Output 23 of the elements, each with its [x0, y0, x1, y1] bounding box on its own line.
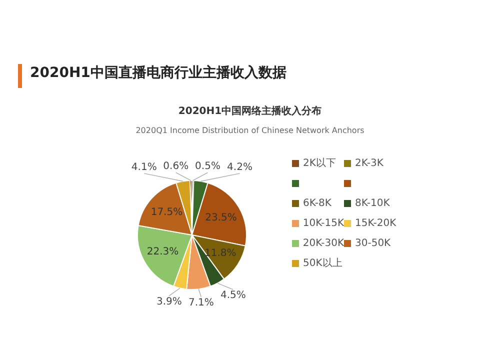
- data-label: 0.6%: [163, 161, 189, 172]
- legend-label: 2K以下: [303, 156, 336, 170]
- chart-title: 2020H1中国网络主播收入分布: [177, 104, 323, 118]
- legend-label: 50K以上: [303, 256, 342, 270]
- legend-label: 30-50K: [355, 238, 391, 248]
- legend-label: 2K-3K: [355, 158, 384, 168]
- data-label: 22.3%: [146, 246, 179, 258]
- chart-subtitle: 2020Q1 Income Distribution of Chinese Network Anchors: [134, 126, 366, 135]
- data-label: 3.9%: [156, 296, 182, 308]
- legend-label: 10K-15K: [302, 218, 344, 228]
- data-label: 17.5%: [150, 207, 183, 218]
- data-label: 7.1%: [188, 298, 214, 309]
- data-label: 0.5%: [195, 161, 220, 172]
- legend-label: 8K-10K: [355, 198, 390, 208]
- legend-label: 20K-30K: [302, 238, 344, 248]
- legend-label: 15K-20K: [355, 218, 396, 228]
- legend-label: 6K-8K: [303, 198, 332, 208]
- data-label: 4.2%: [227, 162, 252, 174]
- data-label: 11.8%: [204, 248, 236, 259]
- text: 2020H1中国直播电商行业主播收入数据: [30, 64, 286, 82]
- data-label: 4.1%: [131, 162, 157, 174]
- data-label: 4.5%: [220, 290, 246, 302]
- data-label: 23.5%: [205, 212, 237, 224]
